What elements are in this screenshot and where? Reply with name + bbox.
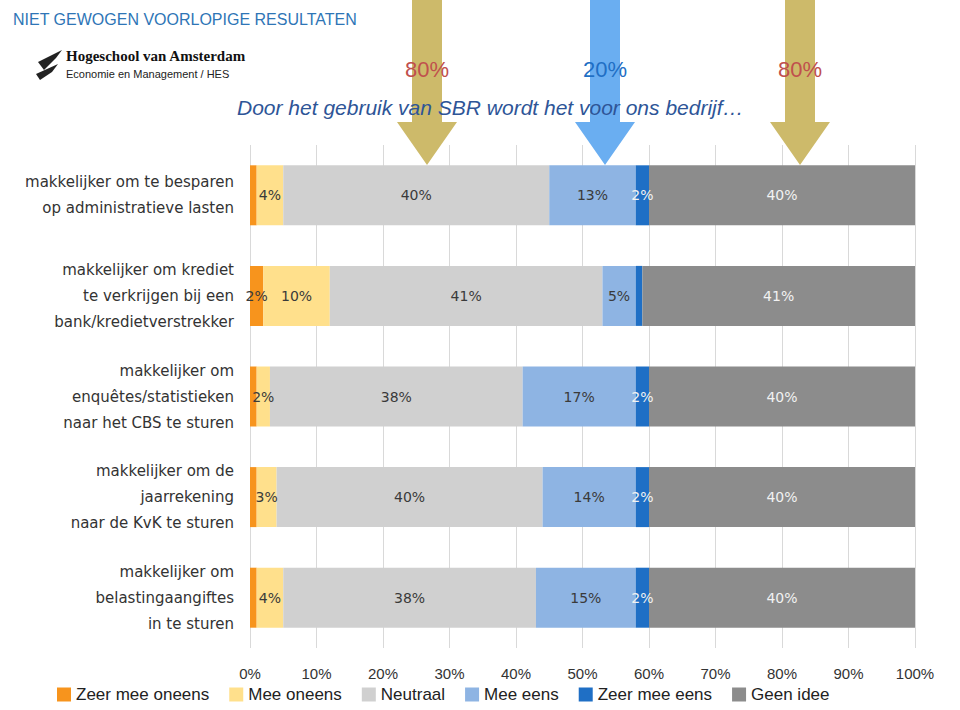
svg-text:40%: 40%: [766, 590, 797, 606]
svg-text:4%: 4%: [259, 590, 281, 606]
svg-text:5%: 5%: [608, 288, 630, 304]
svg-text:40%: 40%: [766, 389, 797, 405]
svg-text:makkelijker om: makkelijker om: [120, 563, 234, 581]
svg-text:jaarrekening: jaarrekening: [139, 488, 234, 506]
svg-text:naar het CBS te sturen: naar het CBS te sturen: [63, 414, 234, 432]
svg-text:Economie en Management / HES: Economie en Management / HES: [66, 68, 229, 80]
svg-text:40%: 40%: [766, 187, 797, 203]
svg-text:2%: 2%: [631, 389, 653, 405]
svg-text:41%: 41%: [451, 288, 482, 304]
svg-text:makkelijker om krediet: makkelijker om krediet: [62, 261, 234, 279]
svg-text:2%: 2%: [631, 590, 653, 606]
svg-text:Mee oneens: Mee oneens: [248, 685, 342, 704]
svg-text:38%: 38%: [381, 389, 412, 405]
svg-text:70%: 70%: [700, 665, 730, 682]
svg-text:80%: 80%: [405, 57, 449, 82]
svg-text:4%: 4%: [259, 187, 281, 203]
svg-text:Hogeschool van Amsterdam: Hogeschool van Amsterdam: [66, 48, 246, 64]
svg-text:Neutraal: Neutraal: [381, 685, 445, 704]
svg-text:30%: 30%: [434, 665, 464, 682]
svg-text:te verkrijgen bij een: te verkrijgen bij een: [83, 287, 234, 305]
svg-text:makkelijker om de: makkelijker om de: [96, 462, 234, 480]
svg-text:op administratieve lasten: op administratieve lasten: [42, 199, 234, 217]
svg-text:2%: 2%: [631, 187, 653, 203]
svg-text:13%: 13%: [577, 187, 608, 203]
svg-text:0%: 0%: [239, 665, 261, 682]
svg-text:makkelijker om te besparen: makkelijker om te besparen: [25, 173, 234, 191]
svg-text:naar de KvK te sturen: naar de KvK te sturen: [71, 514, 234, 532]
svg-text:NIET GEWOGEN VOORLOPIGE RESULT: NIET GEWOGEN VOORLOPIGE RESULTATEN: [13, 11, 357, 28]
svg-text:enquêtes/statistieken: enquêtes/statistieken: [72, 388, 234, 406]
svg-text:10%: 10%: [301, 665, 331, 682]
svg-text:3%: 3%: [256, 489, 278, 505]
svg-text:41%: 41%: [763, 288, 794, 304]
svg-text:40%: 40%: [394, 489, 425, 505]
svg-text:60%: 60%: [634, 665, 664, 682]
svg-text:17%: 17%: [564, 389, 595, 405]
svg-text:Zeer mee oneens: Zeer mee oneens: [76, 685, 209, 704]
svg-text:38%: 38%: [394, 590, 425, 606]
svg-text:50%: 50%: [567, 665, 597, 682]
svg-text:80%: 80%: [767, 665, 797, 682]
svg-text:10%: 10%: [281, 288, 312, 304]
svg-text:40%: 40%: [401, 187, 432, 203]
svg-text:100%: 100%: [896, 665, 934, 682]
svg-text:15%: 15%: [570, 590, 601, 606]
svg-text:Geen idee: Geen idee: [751, 685, 829, 704]
svg-text:Door het gebruik van SBR wordt: Door het gebruik van SBR wordt het voor …: [237, 96, 744, 119]
svg-text:in te sturen: in te sturen: [148, 615, 234, 633]
svg-text:Mee eens: Mee eens: [484, 685, 559, 704]
svg-text:20%: 20%: [368, 665, 398, 682]
svg-text:2%: 2%: [252, 389, 274, 405]
svg-text:40%: 40%: [766, 489, 797, 505]
svg-text:belastingaangiftes: belastingaangiftes: [95, 589, 234, 607]
svg-text:2%: 2%: [631, 489, 653, 505]
svg-text:90%: 90%: [833, 665, 863, 682]
svg-text:14%: 14%: [574, 489, 605, 505]
svg-text:20%: 20%: [583, 57, 627, 82]
svg-text:40%: 40%: [501, 665, 531, 682]
svg-text:2%: 2%: [246, 288, 268, 304]
svg-text:bank/kredietverstrekker: bank/kredietverstrekker: [54, 313, 235, 331]
svg-text:80%: 80%: [778, 57, 822, 82]
svg-text:Zeer mee eens: Zeer mee eens: [598, 685, 712, 704]
svg-text:makkelijker om: makkelijker om: [120, 362, 234, 380]
